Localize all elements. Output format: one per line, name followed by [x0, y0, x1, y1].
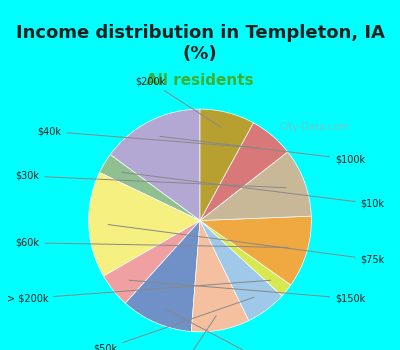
- Wedge shape: [100, 155, 200, 220]
- Text: $30k: $30k: [15, 171, 286, 188]
- Text: > $200k: > $200k: [7, 280, 271, 303]
- Text: $10k: $10k: [122, 172, 385, 209]
- Wedge shape: [104, 220, 200, 303]
- Text: $40k: $40k: [38, 126, 258, 148]
- Wedge shape: [200, 216, 311, 285]
- Wedge shape: [200, 123, 288, 220]
- Text: $125k: $125k: [165, 309, 276, 350]
- Wedge shape: [89, 173, 200, 276]
- Text: $60k: $60k: [15, 238, 288, 248]
- Text: $150k: $150k: [129, 280, 366, 303]
- Text: $75k: $75k: [108, 225, 385, 265]
- Text: $20k: $20k: [171, 316, 216, 350]
- Wedge shape: [200, 220, 291, 296]
- Text: Income distribution in Templeton, IA
(%): Income distribution in Templeton, IA (%): [16, 25, 384, 63]
- Wedge shape: [200, 220, 282, 321]
- Wedge shape: [200, 152, 311, 220]
- Text: $50k: $50k: [93, 297, 254, 350]
- Wedge shape: [200, 109, 254, 220]
- Text: $200k: $200k: [135, 76, 221, 127]
- Wedge shape: [191, 220, 249, 332]
- Text: All residents: All residents: [146, 73, 254, 88]
- Text: City-Data.com: City-Data.com: [279, 122, 349, 132]
- Wedge shape: [125, 220, 200, 331]
- Text: $100k: $100k: [160, 136, 366, 164]
- Wedge shape: [110, 109, 200, 220]
